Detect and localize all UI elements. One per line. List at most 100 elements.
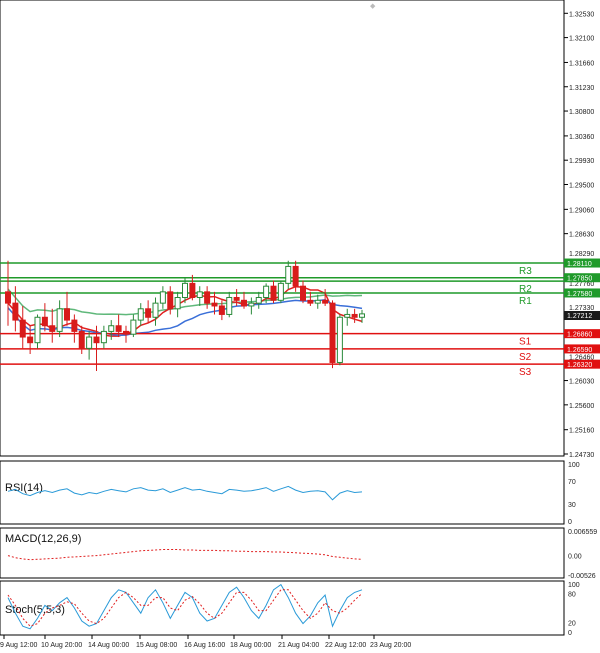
time-axis: 9 Aug 12:00 10 Aug 20:00 14 Aug 00:00 15 Au… bbox=[0, 635, 411, 649]
price-tick-label: 1.29060 bbox=[569, 207, 594, 214]
candle-body bbox=[233, 296, 240, 301]
indicator-tick-label: 80 bbox=[568, 592, 576, 599]
candle-body bbox=[292, 265, 299, 287]
price-tick-label: 1.29930 bbox=[569, 158, 594, 165]
candle-body bbox=[226, 296, 233, 315]
price-tick-label: 1.27760 bbox=[569, 281, 594, 288]
candle-body bbox=[71, 319, 78, 332]
candle-body bbox=[34, 316, 41, 344]
candle-body bbox=[277, 282, 284, 301]
time-tick-label: 18 Aug 00:00 bbox=[230, 642, 271, 649]
candle-body bbox=[152, 302, 159, 318]
candle-body bbox=[49, 325, 56, 332]
level-label-r1: R1 bbox=[519, 296, 532, 307]
indicator-tick-label: 0.006559 bbox=[568, 529, 597, 536]
macd-axis: 0.006559 0.00 -0.00526 bbox=[568, 529, 597, 580]
candlesticks bbox=[5, 260, 365, 371]
candle-body bbox=[270, 285, 277, 301]
time-tick-label: 10 Aug 20:00 bbox=[41, 642, 82, 649]
time-tick-label: 15 Aug 08:00 bbox=[136, 642, 177, 649]
level-price-value: 1.26860 bbox=[567, 332, 592, 339]
candle-body bbox=[159, 291, 166, 304]
macd-title: MACD(12,26,9) bbox=[5, 533, 81, 545]
candle-body bbox=[189, 282, 196, 298]
level-label-r3: R3 bbox=[519, 266, 532, 277]
price-tick-label: 1.25600 bbox=[569, 403, 594, 410]
price-tick-label: 1.31230 bbox=[569, 85, 594, 92]
candle-body bbox=[322, 299, 329, 304]
current-price-value: 1.27212 bbox=[567, 313, 592, 320]
indicator-tick-label: 0 bbox=[568, 630, 572, 637]
level-price-tag bbox=[564, 288, 600, 298]
candle-body bbox=[351, 313, 358, 318]
time-tick-label: 9 Aug 12:00 bbox=[0, 642, 37, 649]
level-price-tag bbox=[564, 258, 600, 268]
price-tick-label: 1.28630 bbox=[569, 232, 594, 239]
candle-body bbox=[27, 336, 34, 344]
candle-body bbox=[100, 330, 107, 344]
level-label-s2: S2 bbox=[519, 352, 532, 363]
indicator-tick-label: 70 bbox=[568, 479, 576, 486]
rsi-panel: RSI(14) 100 70 30 0 bbox=[0, 460, 580, 526]
time-tick-label: 22 Aug 12:00 bbox=[325, 642, 366, 649]
candle-body bbox=[182, 282, 188, 298]
candle-body bbox=[108, 325, 115, 332]
indicator-tick-label: -0.00526 bbox=[568, 573, 596, 580]
indicator-tick-label: 30 bbox=[568, 502, 576, 509]
price-tick-label: 1.30360 bbox=[569, 134, 594, 141]
level-price-value: 1.28110 bbox=[567, 261, 592, 268]
scroll-arrow-icon[interactable]: ◆ bbox=[370, 3, 376, 10]
candle-body bbox=[130, 319, 137, 335]
price-tick-label: 1.32530 bbox=[569, 11, 594, 18]
price-tick-label: 1.32100 bbox=[569, 36, 594, 43]
candle-body bbox=[123, 330, 129, 335]
level-label-s1: S1 bbox=[519, 337, 532, 348]
time-tick-label: 21 Aug 04:00 bbox=[278, 642, 319, 649]
indicator-tick-label: 0.00 bbox=[568, 553, 582, 560]
current-price-tag bbox=[564, 311, 600, 320]
macd-signal-line bbox=[7, 549, 363, 561]
price-tick-label: 1.26460 bbox=[569, 354, 594, 361]
candle-body bbox=[145, 308, 152, 318]
candle-body bbox=[93, 336, 100, 344]
level-price-tag bbox=[564, 344, 600, 354]
price-tick-label: 1.28290 bbox=[569, 251, 594, 258]
indicator-tick-label: 100 bbox=[568, 462, 580, 469]
candle-body bbox=[263, 285, 270, 298]
time-tick-label: 16 Aug 16:00 bbox=[184, 642, 225, 649]
level-label-s3: S3 bbox=[519, 367, 532, 378]
candle-body bbox=[167, 291, 174, 310]
level-price-value: 1.27850 bbox=[567, 276, 592, 283]
price-tick-label: 1.25160 bbox=[569, 428, 594, 435]
candle-body bbox=[86, 336, 93, 349]
price-axis: 1.32530 1.32100 1.31660 1.31230 1.30800 1.303… bbox=[564, 11, 594, 459]
rsi-title: RSI(14) bbox=[5, 482, 43, 494]
level-price-tag bbox=[564, 273, 600, 283]
candle-body bbox=[64, 308, 70, 321]
indicator-tick-label: 0 bbox=[568, 519, 572, 526]
level-label-r2: R2 bbox=[519, 284, 532, 295]
level-price-value: 1.26590 bbox=[567, 347, 592, 354]
candle-body bbox=[204, 291, 211, 304]
candle-body bbox=[329, 302, 336, 363]
indicator-tick-label: 20 bbox=[568, 620, 576, 627]
candle-body bbox=[336, 316, 343, 363]
candle-body bbox=[41, 316, 48, 327]
level-price-value: 1.26320 bbox=[567, 362, 592, 369]
macd-panel: MACD(12,26,9) 0.006559 0.00 -0.00526 bbox=[0, 527, 597, 580]
price-tick-label: 1.29500 bbox=[569, 182, 594, 189]
candle-body bbox=[56, 308, 63, 332]
candle-body bbox=[211, 302, 218, 307]
candle-body bbox=[359, 313, 365, 318]
candle-body bbox=[196, 291, 203, 298]
candle-body bbox=[12, 302, 19, 321]
candle-body bbox=[300, 285, 306, 301]
level-price-value: 1.27580 bbox=[567, 291, 592, 298]
candle-body bbox=[137, 308, 144, 321]
candle-body bbox=[218, 305, 225, 315]
candle-body bbox=[78, 330, 85, 349]
stoch-k-line bbox=[7, 583, 363, 630]
indicator-tick-label: 100 bbox=[568, 582, 580, 589]
